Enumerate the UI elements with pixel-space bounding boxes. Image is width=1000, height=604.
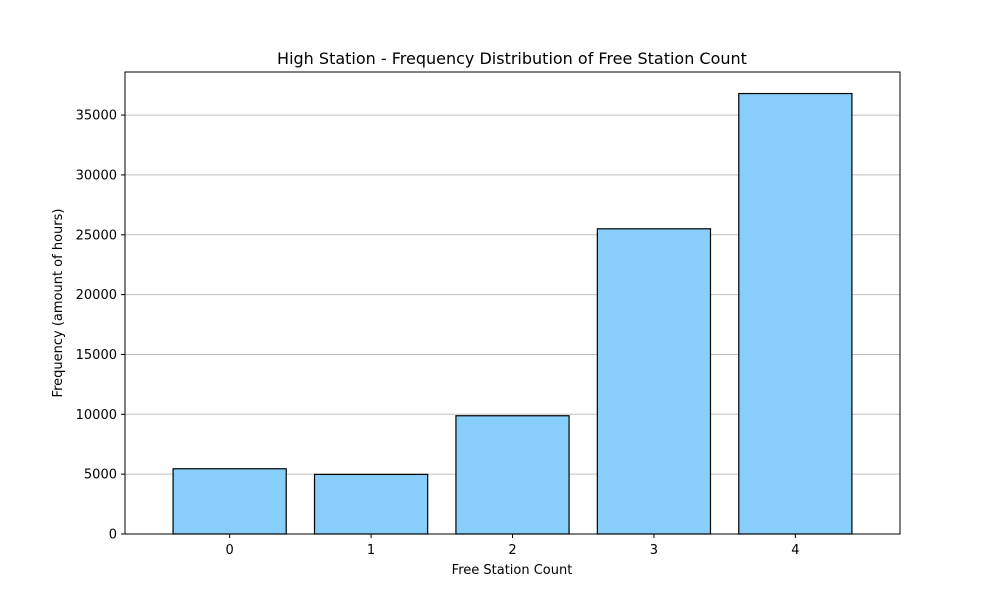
y-tick-label-10000: 10000 <box>76 408 117 423</box>
x-tick-label-4: 4 <box>791 543 799 558</box>
y-tick-label-5000: 5000 <box>84 468 117 483</box>
y-tick-label-35000: 35000 <box>76 109 117 124</box>
y-tick-label-20000: 20000 <box>76 288 117 303</box>
bar-4 <box>738 92 853 535</box>
y-axis-label: Frequency (amount of hours) <box>51 209 66 398</box>
y-tick-label-25000: 25000 <box>76 228 117 243</box>
y-axis-ticks: 0 5000 10000 15000 20000 25000 30000 35000 <box>76 109 125 543</box>
bar-3 <box>596 228 712 535</box>
x-tick-label-1: 1 <box>367 543 375 558</box>
grid-lines <box>125 114 900 475</box>
x-tick-label-2: 2 <box>508 543 516 558</box>
y-tick-label-30000: 30000 <box>76 168 117 183</box>
x-tick-label-0: 0 <box>226 543 234 558</box>
y-tick-label-0: 0 <box>109 528 117 543</box>
bar-2 <box>455 415 570 535</box>
y-tick-label-15000: 15000 <box>76 348 117 363</box>
x-tick-label-3: 3 <box>650 543 658 558</box>
bar-0 <box>172 468 287 535</box>
bar-1 <box>313 473 429 535</box>
bars <box>172 92 853 535</box>
x-axis-ticks: 0 1 2 3 4 <box>226 534 799 558</box>
chart-title: High Station - Frequency Distribution of… <box>277 49 747 68</box>
x-axis-label: Free Station Count <box>452 563 573 578</box>
